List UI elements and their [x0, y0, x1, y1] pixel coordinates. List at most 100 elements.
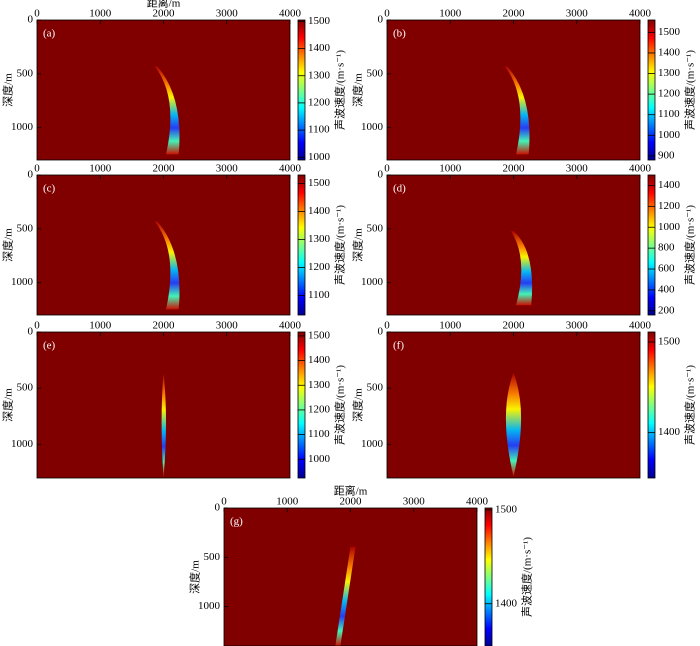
x-tick-label: 0 [384, 320, 390, 332]
x-tick-label: 4000 [279, 163, 302, 175]
x-tick-label: 1000 [89, 320, 112, 332]
heatmap-background [37, 20, 290, 160]
y-axis-label: 深度/m [351, 228, 365, 262]
x-tick-label: 1000 [439, 320, 462, 332]
colorbar-tick-label: 1500 [658, 26, 681, 38]
x-tick-label: 4000 [466, 496, 489, 508]
colorbar-label: 声波速度/(m·s⁻¹) [333, 365, 347, 445]
colorbar-tick-label: 1200 [658, 200, 681, 212]
colorbar [484, 507, 493, 646]
panel-label: (g) [230, 516, 243, 528]
x-tick-label: 4000 [279, 8, 302, 20]
y-tick-label: 500 [17, 382, 34, 394]
anomaly [154, 221, 180, 310]
colorbar-tick-label: 1400 [308, 354, 331, 366]
panel-label: (c) [43, 183, 56, 195]
x-axis-label: 距离/m [334, 484, 368, 498]
x-tick-label: 1000 [439, 163, 462, 175]
colorbar-tick-label: 1100 [308, 124, 330, 136]
colorbar-tick-label: 1200 [308, 261, 331, 273]
y-tick-label: 0 [378, 326, 384, 338]
y-tick-label: 0 [378, 169, 384, 181]
panel-label: (d) [393, 183, 406, 195]
panel-label: (b) [393, 28, 406, 40]
x-tick-label: 0 [34, 8, 40, 20]
colorbar-tick-label: 1500 [308, 15, 331, 27]
colorbar-tick-label: 1100 [658, 108, 680, 120]
x-tick-label: 3000 [216, 8, 239, 20]
x-tick-label: 0 [384, 8, 390, 20]
colorbar-tick-label: 1300 [308, 379, 331, 391]
y-axis-label: 深度/m [188, 560, 202, 594]
colorbar [647, 174, 656, 316]
colorbar-tick-label: 1100 [308, 428, 330, 440]
x-tick-label: 3000 [216, 163, 239, 175]
colorbar-tick-label: 1500 [308, 329, 331, 341]
y-tick-label: 500 [17, 222, 34, 234]
x-tick-label: 4000 [279, 320, 302, 332]
colorbar-tick-label: 1000 [308, 151, 331, 163]
colorbar-tick-label: 400 [658, 283, 675, 295]
panel-label: (e) [43, 340, 56, 352]
y-tick-label: 0 [28, 169, 34, 181]
colorbar-tick-label: 1300 [658, 67, 681, 79]
x-tick-label: 0 [221, 496, 227, 508]
x-tick-label: 1000 [439, 8, 462, 20]
colorbar [297, 19, 306, 161]
y-tick-label: 500 [367, 222, 384, 234]
anomaly [504, 66, 530, 155]
y-tick-label: 1000 [198, 600, 221, 612]
x-tick-label: 0 [34, 163, 40, 175]
heatmap-background [387, 175, 640, 315]
y-tick-label: 1000 [361, 438, 384, 450]
colorbar-tick-label: 1200 [308, 96, 331, 108]
y-tick-label: 1000 [11, 276, 34, 288]
colorbar-tick-label: 1400 [308, 42, 331, 54]
x-tick-label: 3000 [566, 8, 589, 20]
panel-label: (f) [393, 340, 404, 352]
y-tick-label: 0 [378, 14, 384, 26]
anomaly [505, 372, 522, 477]
y-tick-label: 500 [367, 67, 384, 79]
colorbar-tick-label: 1000 [308, 453, 331, 465]
y-axis-label: 深度/m [1, 228, 15, 262]
colorbar-tick-label: 1300 [308, 233, 331, 245]
y-tick-label: 1000 [11, 121, 34, 133]
heatmap-background [387, 20, 640, 160]
colorbar-tick-label: 1200 [308, 403, 331, 415]
x-tick-label: 2000 [153, 163, 176, 175]
y-tick-label: 500 [204, 551, 221, 563]
y-axis-label: 深度/m [351, 73, 365, 107]
colorbar-tick-label: 1400 [658, 179, 681, 191]
colorbar-label: 声波速度/(m·s⁻¹) [333, 50, 347, 130]
y-axis-label: 深度/m [1, 73, 15, 107]
x-tick-label: 2000 [503, 320, 526, 332]
colorbar-tick-label: 1100 [308, 289, 330, 301]
anomaly [154, 66, 180, 155]
colorbar-tick-label: 1200 [658, 88, 681, 100]
y-tick-label: 0 [28, 14, 34, 26]
colorbar-label: 声波速度/(m·s⁻¹) [683, 50, 697, 130]
x-tick-label: 2000 [503, 8, 526, 20]
panel-label: (a) [43, 28, 56, 40]
y-tick-label: 0 [215, 502, 221, 514]
colorbar-tick-label: 1500 [308, 177, 331, 189]
y-tick-label: 500 [17, 67, 34, 79]
anomaly [161, 372, 167, 478]
x-tick-label: 2000 [503, 163, 526, 175]
x-axis-label: 距离/m [147, 0, 181, 10]
colorbar-label: 声波速度/(m·s⁻¹) [683, 365, 697, 445]
colorbar-tick-label: 200 [658, 304, 675, 316]
colorbar-tick-label: 600 [658, 263, 675, 275]
x-tick-label: 1000 [89, 8, 112, 20]
x-tick-label: 0 [34, 320, 40, 332]
colorbar-tick-label: 1500 [495, 503, 518, 515]
x-tick-label: 3000 [566, 163, 589, 175]
colorbar-label: 声波速度/(m·s⁻¹) [520, 537, 534, 617]
colorbar-tick-label: 1400 [658, 46, 681, 58]
colorbar-tick-label: 1400 [495, 597, 518, 609]
x-tick-label: 4000 [629, 8, 652, 20]
colorbar-tick-label: 1000 [658, 221, 681, 233]
x-tick-label: 3000 [566, 320, 589, 332]
